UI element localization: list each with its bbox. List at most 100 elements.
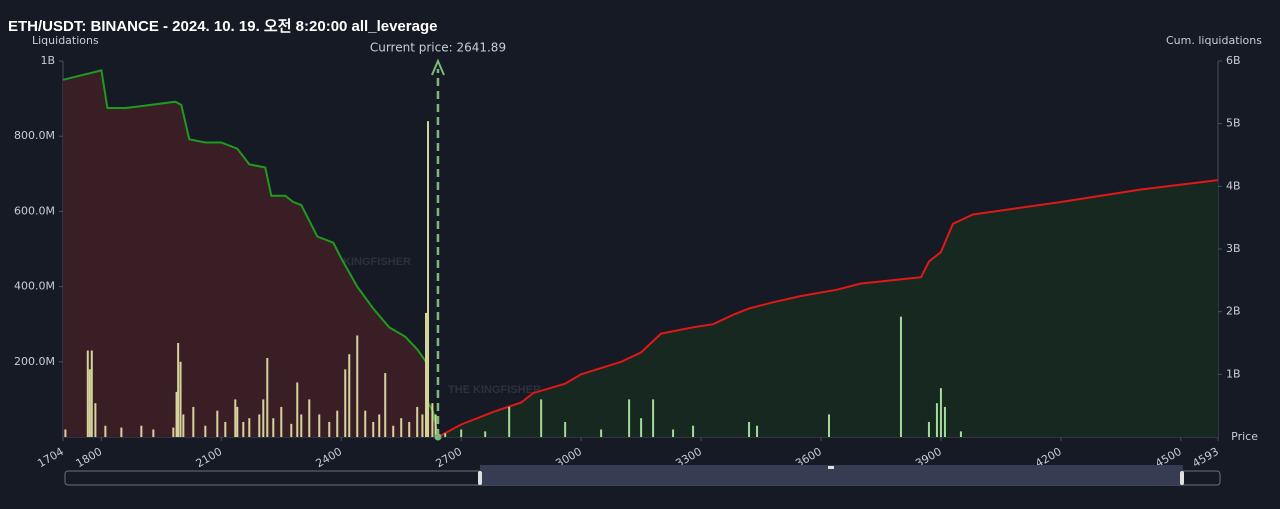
bar	[296, 382, 299, 437]
y-tick-label: 800.0M	[14, 129, 55, 142]
scrollbar[interactable]	[64, 465, 1221, 486]
bar	[280, 406, 283, 437]
bar	[177, 343, 180, 437]
bar	[258, 414, 261, 437]
y-tick-label: 200.0M	[14, 355, 55, 368]
scroll-grip[interactable]	[828, 466, 834, 469]
bar	[90, 350, 93, 437]
y-tick-label: 600.0M	[14, 204, 55, 217]
y2-axis-title: Cum. liquidations	[1166, 34, 1262, 47]
bar	[364, 410, 367, 437]
y2-tick-label: 4B	[1226, 179, 1241, 192]
bar	[444, 433, 447, 437]
bar	[508, 406, 511, 437]
bar	[140, 425, 143, 437]
bar	[434, 414, 437, 437]
bar	[378, 414, 381, 437]
watermark: THE KINGFISHER	[448, 384, 541, 396]
bar	[262, 399, 265, 437]
bar	[427, 121, 430, 437]
bar	[425, 312, 428, 437]
bar	[224, 421, 227, 437]
y-axis-title: Liquidations	[32, 34, 99, 47]
bar	[318, 414, 321, 437]
bar	[234, 399, 237, 437]
cumulative-line	[62, 69, 439, 438]
bar	[756, 425, 759, 437]
x-axis-title: Price	[1231, 430, 1258, 443]
y2-tick-label: 3B	[1226, 242, 1241, 255]
bar	[400, 418, 403, 437]
bar	[484, 431, 487, 437]
bar	[216, 410, 219, 437]
cumulative-line	[437, 179, 1219, 438]
bar	[943, 406, 946, 437]
scroll-handle[interactable]	[1180, 471, 1184, 485]
bar	[748, 421, 751, 437]
bar	[421, 414, 424, 437]
area-fill	[438, 180, 1218, 437]
area-fill	[63, 70, 438, 438]
bar	[344, 369, 347, 437]
bar	[460, 429, 463, 437]
y2-tick-label: 6B	[1226, 54, 1241, 67]
scroll-handle[interactable]	[478, 471, 482, 485]
bar	[899, 316, 902, 437]
bar	[672, 429, 675, 437]
bar	[182, 414, 185, 437]
bar	[939, 388, 942, 437]
bar	[600, 429, 603, 437]
bar	[242, 421, 245, 437]
bar	[172, 427, 175, 437]
y-tick-label: 1B	[40, 54, 55, 67]
bar	[652, 399, 655, 437]
bar	[120, 427, 123, 437]
bar	[416, 406, 419, 437]
bar	[64, 429, 67, 437]
y2-tick-label: 2B	[1226, 305, 1241, 318]
bar	[348, 354, 351, 437]
bar	[431, 403, 434, 437]
bar	[384, 373, 387, 437]
bar	[179, 361, 182, 437]
bar	[104, 425, 107, 437]
bar	[248, 418, 251, 437]
y2-tick-label: 5B	[1226, 117, 1241, 130]
bar	[640, 418, 643, 437]
current-price-arrow	[431, 58, 445, 76]
bar	[828, 414, 831, 437]
bar	[94, 403, 97, 437]
bar	[328, 421, 331, 437]
bar	[300, 414, 303, 437]
bar	[564, 421, 567, 437]
current-price-label: Current price: 2641.89	[370, 41, 506, 55]
bar	[86, 350, 89, 437]
bar	[927, 421, 930, 437]
bar	[392, 425, 395, 437]
bar	[336, 410, 339, 437]
bar	[192, 406, 195, 437]
bar	[290, 423, 293, 437]
bar	[935, 403, 938, 437]
current-price-dot	[434, 433, 442, 441]
bar	[408, 421, 411, 437]
bar	[959, 431, 962, 437]
bar	[272, 418, 275, 437]
bar	[372, 421, 375, 437]
bar	[88, 369, 91, 437]
bar	[266, 358, 269, 437]
bar	[204, 425, 207, 437]
bar	[236, 406, 239, 437]
bar	[540, 399, 543, 437]
bar	[692, 425, 695, 437]
bar	[308, 399, 311, 437]
bar	[175, 391, 178, 437]
bar	[356, 335, 359, 437]
bar	[628, 399, 631, 437]
plot-area: 200.0M400.0M600.0M800.0M1B1B2B3B4B5B6B17…	[14, 41, 1241, 471]
y2-tick-label: 1B	[1226, 367, 1241, 380]
y-tick-label: 400.0M	[14, 280, 55, 293]
scroll-thumb[interactable]	[480, 465, 1183, 485]
bar	[152, 429, 155, 437]
